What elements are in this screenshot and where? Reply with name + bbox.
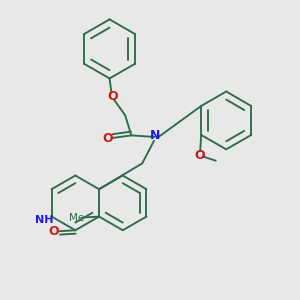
Text: NH: NH	[34, 215, 53, 225]
Text: O: O	[194, 148, 205, 162]
Text: N: N	[149, 129, 160, 142]
Text: Me: Me	[69, 213, 84, 223]
Text: O: O	[103, 132, 113, 145]
Text: O: O	[48, 225, 59, 238]
Text: O: O	[107, 90, 118, 103]
